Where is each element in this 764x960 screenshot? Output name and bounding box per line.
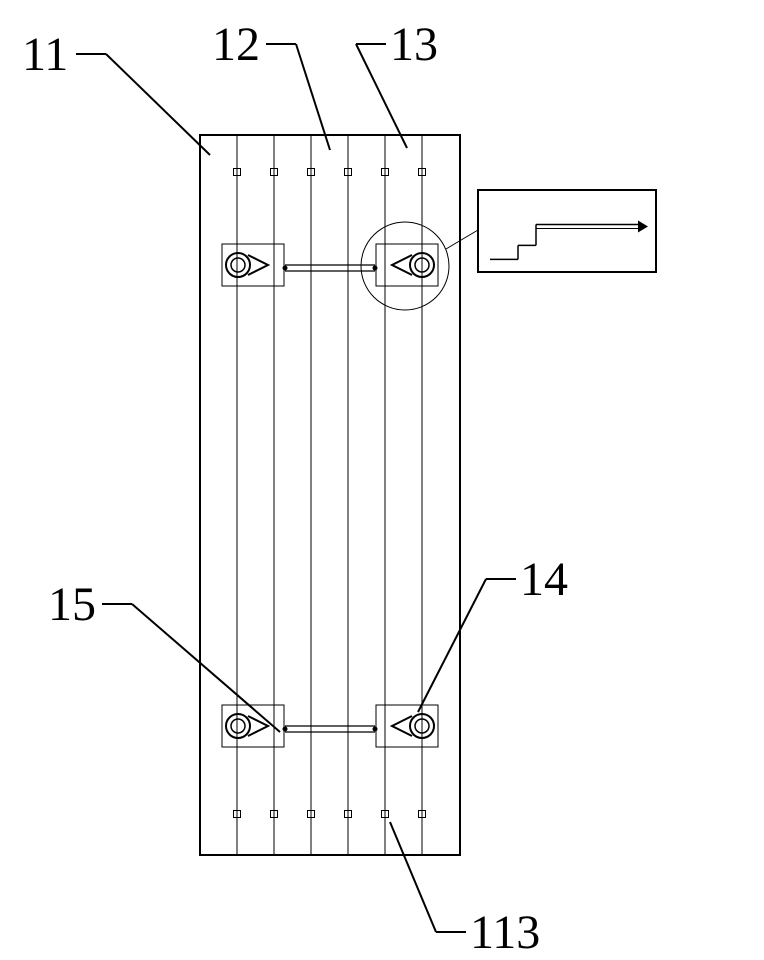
leader-d-15: [132, 604, 280, 732]
label-13: 13: [390, 18, 438, 71]
label-11: 11: [22, 28, 68, 81]
bracket-top-left-lobe-outer: [226, 253, 250, 277]
bracket-bot-left-lobe-inner: [231, 719, 245, 733]
crossbar-end: [373, 727, 378, 732]
label-12: 12: [212, 18, 260, 71]
leader-d-14: [418, 579, 486, 712]
label-14: 14: [520, 553, 568, 606]
label-113: 113: [470, 906, 540, 959]
leader-d-11: [106, 54, 210, 155]
crossbar-end: [283, 727, 288, 732]
bracket-top-left-lobe-inner: [231, 258, 245, 272]
label-15: 15: [48, 578, 96, 631]
leader-d-113: [390, 822, 436, 932]
bracket-bot-left-lobe-outer: [226, 714, 250, 738]
detail-leader: [446, 230, 478, 249]
crossbar-end: [283, 266, 288, 271]
detail-arrow: [638, 220, 648, 232]
crossbar-end: [373, 266, 378, 271]
